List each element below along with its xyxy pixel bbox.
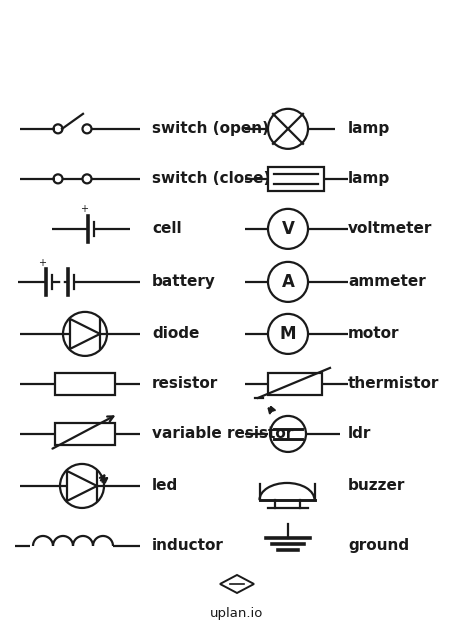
Text: diode: diode [152, 327, 200, 341]
Text: +: + [80, 204, 88, 214]
Text: ammeter: ammeter [348, 275, 426, 289]
Text: cell: cell [152, 221, 182, 236]
Bar [268, 373, 322, 395]
Text: +: + [38, 258, 46, 268]
Text: lamp: lamp [348, 121, 390, 136]
Bar [55, 423, 115, 445]
Text: motor: motor [348, 327, 400, 341]
Text: switch (close): switch (close) [152, 171, 270, 186]
Text: resistor: resistor [152, 377, 218, 391]
Text: buzzer: buzzer [348, 479, 405, 493]
Text: M: M [280, 325, 296, 343]
Text: A: A [282, 273, 294, 291]
Bar [55, 373, 115, 395]
Text: battery: battery [152, 275, 216, 289]
Polygon shape [70, 319, 100, 349]
Text: Electrical circuit symbols: Electrical circuit symbols [67, 35, 407, 59]
Text: inductor: inductor [152, 538, 224, 553]
Text: thermistor: thermistor [348, 377, 439, 391]
Text: V: V [282, 220, 294, 238]
Polygon shape [67, 471, 97, 501]
Text: switch (open): switch (open) [152, 121, 269, 136]
Text: ldr: ldr [348, 427, 371, 441]
Text: variable resistor: variable resistor [152, 427, 293, 441]
Text: led: led [152, 479, 178, 493]
Polygon shape [220, 575, 254, 593]
Bar [268, 167, 324, 191]
Text: voltmeter: voltmeter [348, 221, 432, 236]
Text: uplan.io: uplan.io [210, 607, 264, 621]
Text: lamp: lamp [348, 171, 390, 186]
Text: ground: ground [348, 538, 409, 553]
